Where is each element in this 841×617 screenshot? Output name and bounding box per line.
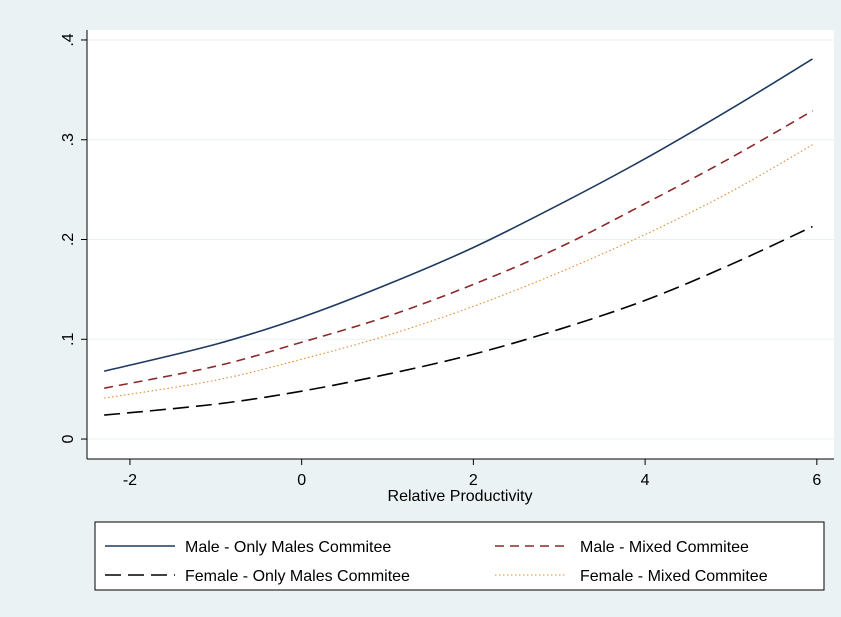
x-tick-label: 0 xyxy=(297,472,306,489)
y-tick-label: .3 xyxy=(60,133,77,146)
series-lines xyxy=(103,58,813,416)
y-tick-label: 0 xyxy=(60,434,77,443)
legend-label-0: Male - Only Males Commitee xyxy=(185,539,391,556)
series-line-0 xyxy=(103,58,813,372)
x-tick-label: 4 xyxy=(641,472,650,489)
legend-label-3: Female - Mixed Commitee xyxy=(580,568,768,585)
y-tick-label: .2 xyxy=(60,233,77,246)
gridlines xyxy=(87,39,834,440)
x-tick-label: -2 xyxy=(123,472,137,489)
legend: Male - Only Males Commitee Male - Mixed C… xyxy=(94,521,825,591)
y-tick-label: .1 xyxy=(60,333,77,346)
x-tick-label: 2 xyxy=(469,472,478,489)
axes xyxy=(86,30,834,460)
legend-box xyxy=(94,521,825,591)
x-axis-ticks: -2 0 2 4 6 xyxy=(123,459,821,489)
plot-area xyxy=(87,30,834,459)
legend-label-1: Male - Mixed Commitee xyxy=(580,539,749,556)
series-line-2 xyxy=(104,225,813,416)
series-line-3 xyxy=(104,144,813,399)
x-tick-label: 6 xyxy=(812,472,821,489)
legend-label-2: Female - Only Males Commitee xyxy=(185,568,410,585)
y-axis-ticks: 0 .1 .2 .3 .4 xyxy=(60,33,87,443)
x-axis-label: Relative Productivity xyxy=(388,488,533,505)
y-tick-label: .4 xyxy=(60,33,77,46)
